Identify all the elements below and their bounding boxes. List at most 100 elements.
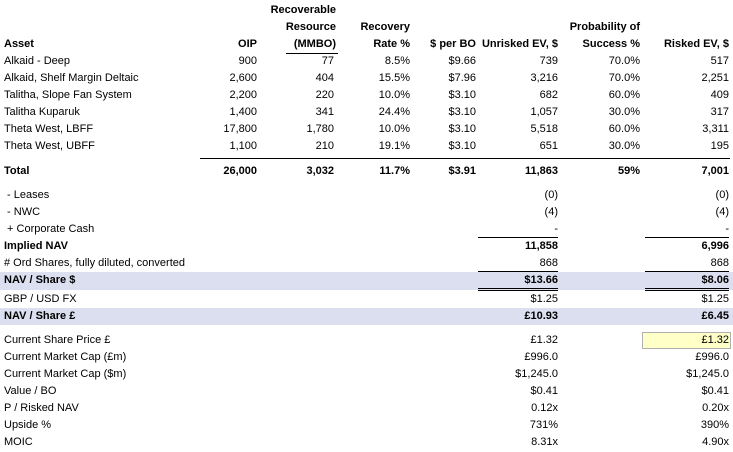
nav-usd-unrisked: $13.66: [524, 274, 558, 286]
adjustment-unrisked: -: [554, 223, 558, 235]
total-recovery: 11.7%: [379, 165, 410, 177]
metric-risked: £996.0: [695, 351, 729, 363]
asset-pos: 70.0%: [608, 55, 640, 67]
asset-recovery-rate: 8.5%: [384, 55, 410, 67]
asset-resource: 404: [315, 72, 334, 84]
asset-resource: 341: [315, 106, 334, 118]
asset-recovery-rate: 24.4%: [378, 106, 410, 118]
total-per-bo: $3.91: [448, 165, 476, 177]
fx-label: GBP / USD FX: [4, 293, 77, 305]
share-price-input-highlight[interactable]: [642, 332, 731, 349]
header-pos-1: Probability of: [569, 21, 640, 33]
metric-label: Value / BO: [4, 385, 57, 397]
total-top-rule: [200, 158, 730, 159]
total-row: Total 26,000 3,032 11.7% $3.91 11,863 59…: [0, 163, 733, 180]
shares-unrisked: 868: [539, 257, 558, 269]
adjustment-risked: -: [725, 223, 729, 235]
implied-nav-risked: 6,996: [701, 240, 729, 252]
metric-unrisked: 0.12x: [531, 402, 558, 414]
shares-label: # Ord Shares, fully diluted, converted: [4, 257, 185, 269]
metric-row: Value / BO $0.41 $0.41: [0, 383, 733, 400]
metric-unrisked: 731%: [529, 419, 558, 431]
metric-risked: $0.41: [701, 385, 729, 397]
asset-per-bo: $9.66: [448, 55, 476, 67]
asset-pos: 30.0%: [608, 106, 640, 118]
adjustment-risked: (0): [715, 189, 729, 201]
asset-per-bo: $3.10: [448, 140, 476, 152]
nav-rule-risked: [645, 237, 729, 238]
implied-nav-row: Implied NAV 11,858 6,996: [0, 238, 733, 255]
total-label: Total: [4, 165, 30, 177]
header-resource-3: (MMBO): [293, 38, 336, 50]
metric-label: Current Market Cap (£m): [4, 351, 127, 363]
asset-resource: 210: [315, 140, 334, 152]
asset-oip: 17,800: [223, 123, 257, 135]
nav-usd-double-unrisked: [478, 288, 558, 291]
header-per-bo: $ per BO: [430, 38, 476, 50]
nav-usd-top-unrisked: [478, 271, 558, 272]
asset-recovery-rate: 19.1%: [378, 140, 410, 152]
asset-risked-ev: 2,251: [701, 72, 729, 84]
asset-row: Theta West, UBFF 1,100 210 19.1% $3.10 651 30.…: [0, 138, 733, 155]
metric-unrisked: $0.41: [530, 385, 558, 397]
total-oip: 26,000: [223, 165, 257, 177]
asset-name: Theta West, LBFF: [4, 123, 94, 135]
asset-per-bo: $3.10: [448, 106, 476, 118]
implied-nav-label: Implied NAV: [4, 240, 68, 252]
shares-risked: 868: [710, 257, 729, 269]
nav-rule-unrisked: [478, 237, 558, 238]
metric-row: P / Risked NAV 0.12x 0.20x: [0, 400, 733, 417]
adjustment-unrisked: (0): [544, 189, 558, 201]
fx-unrisked: $1.25: [530, 293, 558, 305]
nav-usd-top-risked: [645, 271, 729, 272]
header-recovery-2: Rate %: [373, 38, 410, 50]
header-oip: OIP: [238, 38, 257, 50]
adjustment-label: - NWC: [4, 206, 41, 218]
metric-unrisked: £996.0: [524, 351, 558, 363]
asset-oip: 900: [238, 55, 257, 67]
asset-resource: 1,780: [306, 123, 334, 135]
adjustment-row: - Leases (0) (0): [0, 187, 733, 204]
adjustment-label: - Leases: [4, 189, 50, 201]
asset-unrisked-ev: 739: [539, 55, 558, 67]
adjustment-risked: (4): [715, 206, 729, 218]
metric-label: Current Market Cap ($m): [4, 368, 127, 380]
asset-oip: 1,400: [229, 106, 257, 118]
shares-row: # Ord Shares, fully diluted, converted 8…: [0, 255, 733, 272]
implied-nav-unrisked: 11,858: [524, 240, 558, 252]
nav-usd-double-risked: [645, 288, 729, 291]
metric-label: MOIC: [4, 436, 33, 448]
asset-row: Talitha Kuparuk 1,400 341 24.4% $3.10 1,057 30…: [0, 104, 733, 121]
header-resource-2: Resource: [285, 21, 336, 33]
asset-row: Alkaid - Deep 900 77 8.5% $9.66 739 70.0% 517: [0, 53, 733, 70]
asset-oip: 1,100: [229, 140, 257, 152]
asset-name: Theta West, UBFF: [4, 140, 95, 152]
nav-gbp-label: NAV / Share £: [4, 310, 76, 322]
metric-risked: £1.32: [701, 334, 729, 346]
metric-row: Upside % 731% 390%: [0, 417, 733, 434]
header-asset: Asset: [4, 38, 34, 50]
asset-recovery-rate: 10.0%: [378, 89, 410, 101]
asset-unrisked-ev: 682: [539, 89, 558, 101]
metric-unrisked: £1.32: [530, 334, 558, 346]
asset-name: Talitha Kuparuk: [4, 106, 80, 118]
metric-unrisked: $1,245.0: [515, 368, 558, 380]
metric-label: Current Share Price £: [4, 334, 111, 346]
metric-label: Upside %: [4, 419, 52, 431]
asset-pos: 30.0%: [608, 140, 640, 152]
header-pos-2: Success %: [582, 38, 640, 50]
asset-resource: 220: [315, 89, 334, 101]
header-unrisked: Unrisked EV, $: [481, 38, 558, 50]
asset-row: Alkaid, Shelf Margin Deltaic 2,600 404 15.5…: [0, 70, 733, 87]
metric-row: MOIC 8.31x 4.90x: [0, 434, 733, 451]
nav-usd-risked: $8.06: [701, 274, 729, 286]
total-resource: 3,032: [306, 165, 334, 177]
nav-gbp-unrisked: £10.93: [524, 310, 558, 322]
fx-risked: $1.25: [701, 293, 729, 305]
metric-label: P / Risked NAV: [4, 402, 79, 414]
nav-usd-row: NAV / Share $ $13.66 $8.06: [0, 272, 733, 290]
asset-unrisked-ev: 3,216: [530, 72, 558, 84]
asset-name: Alkaid, Shelf Margin Deltaic: [4, 72, 139, 84]
asset-unrisked-ev: 651: [539, 140, 558, 152]
nav-gbp-risked: £6.45: [701, 310, 729, 322]
